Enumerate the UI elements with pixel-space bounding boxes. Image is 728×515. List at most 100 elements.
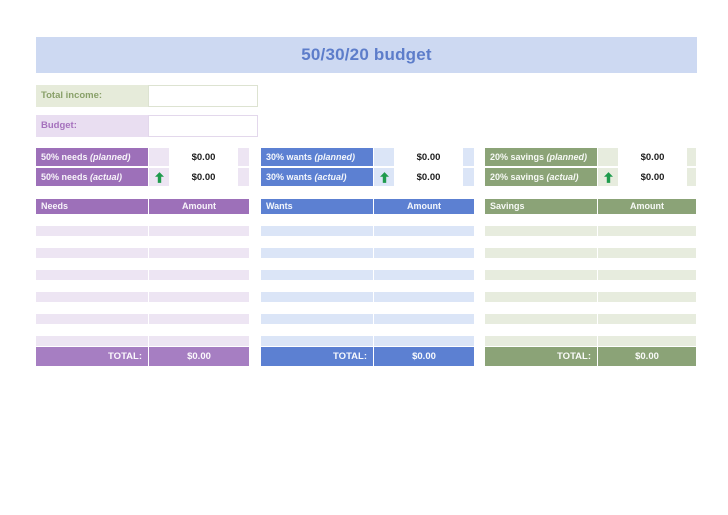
amount-cell[interactable] — [149, 292, 249, 302]
table-row — [261, 270, 474, 280]
wants-summary-pad — [463, 148, 474, 166]
category-cell[interactable] — [261, 237, 373, 247]
savings-summary-pad — [687, 168, 696, 186]
amount-cell[interactable] — [374, 303, 474, 313]
category-cell[interactable] — [485, 270, 597, 280]
amount-cell[interactable] — [149, 237, 249, 247]
table-row — [36, 226, 249, 236]
amount-cell[interactable] — [149, 259, 249, 269]
needs-total-amount: $0.00 — [149, 347, 249, 366]
category-cell[interactable] — [36, 325, 148, 335]
amount-cell[interactable] — [374, 248, 474, 258]
total-income-input[interactable] — [148, 85, 258, 107]
amount-cell[interactable] — [598, 248, 696, 258]
amount-cell[interactable] — [149, 270, 249, 280]
total-income-label: Total income: — [36, 85, 148, 107]
amount-cell[interactable] — [374, 237, 474, 247]
amount-cell[interactable] — [598, 325, 696, 335]
wants-planned-indicator-cell — [374, 148, 394, 166]
table-row — [261, 237, 474, 247]
amount-cell[interactable] — [374, 325, 474, 335]
category-cell[interactable] — [485, 215, 597, 225]
amount-cell[interactable] — [374, 314, 474, 324]
table-row — [261, 248, 474, 258]
amount-cell[interactable] — [598, 281, 696, 291]
category-cell[interactable] — [261, 259, 373, 269]
category-cell[interactable] — [261, 303, 373, 313]
needs-planned-label: 50% needs (planned) — [36, 148, 148, 166]
needs-planned-row: 50% needs (planned) $0.00 — [36, 148, 249, 166]
amount-cell[interactable] — [149, 303, 249, 313]
category-cell[interactable] — [485, 325, 597, 335]
amount-cell[interactable] — [598, 314, 696, 324]
savings-planned-label: 20% savings (planned) — [485, 148, 597, 166]
table-row — [485, 215, 696, 225]
amount-cell[interactable] — [374, 259, 474, 269]
amount-header-cell: Amount — [149, 199, 249, 214]
category-cell[interactable] — [36, 292, 148, 302]
amount-cell[interactable] — [149, 325, 249, 335]
category-cell[interactable] — [485, 336, 597, 346]
category-cell[interactable] — [485, 281, 597, 291]
amount-cell[interactable] — [374, 281, 474, 291]
amount-cell[interactable] — [598, 226, 696, 236]
category-cell[interactable] — [36, 336, 148, 346]
amount-cell[interactable] — [598, 303, 696, 313]
table-row — [485, 325, 696, 335]
category-cell[interactable] — [36, 303, 148, 313]
category-cell[interactable] — [485, 314, 597, 324]
category-cell[interactable] — [36, 281, 148, 291]
amount-cell[interactable] — [149, 248, 249, 258]
wants-section: 30% wants (planned) $0.00 30% wants (act… — [261, 148, 474, 366]
category-cell[interactable] — [261, 325, 373, 335]
category-cell[interactable] — [36, 248, 148, 258]
wants-planned-label: 30% wants (planned) — [261, 148, 373, 166]
amount-cell[interactable] — [598, 336, 696, 346]
category-cell[interactable] — [36, 259, 148, 269]
wants-planned-row: 30% wants (planned) $0.00 — [261, 148, 474, 166]
amount-cell[interactable] — [374, 226, 474, 236]
amount-cell[interactable] — [598, 237, 696, 247]
savings-planned-indicator-cell — [598, 148, 618, 166]
amount-cell[interactable] — [374, 292, 474, 302]
amount-cell[interactable] — [598, 259, 696, 269]
amount-cell[interactable] — [598, 215, 696, 225]
category-cell[interactable] — [485, 259, 597, 269]
total-label: TOTAL: — [36, 347, 148, 366]
category-cell[interactable] — [36, 314, 148, 324]
amount-cell[interactable] — [149, 215, 249, 225]
amount-cell[interactable] — [149, 281, 249, 291]
category-cell[interactable] — [261, 248, 373, 258]
amount-cell[interactable] — [149, 336, 249, 346]
category-cell[interactable] — [485, 226, 597, 236]
amount-cell[interactable] — [149, 314, 249, 324]
category-cell[interactable] — [485, 303, 597, 313]
category-cell[interactable] — [261, 226, 373, 236]
budget-input[interactable] — [148, 115, 258, 137]
category-cell[interactable] — [261, 215, 373, 225]
category-cell[interactable] — [485, 237, 597, 247]
category-cell[interactable] — [261, 314, 373, 324]
category-cell[interactable] — [261, 281, 373, 291]
category-cell[interactable] — [261, 336, 373, 346]
category-cell[interactable] — [36, 237, 148, 247]
category-cell[interactable] — [36, 226, 148, 236]
category-cell[interactable] — [36, 215, 148, 225]
category-cell[interactable] — [36, 270, 148, 280]
amount-cell[interactable] — [374, 270, 474, 280]
amount-cell[interactable] — [374, 336, 474, 346]
category-cell[interactable] — [261, 292, 373, 302]
amount-cell[interactable] — [149, 226, 249, 236]
wants-table-header: Wants Amount — [261, 199, 474, 214]
needs-actual-label: 50% needs (actual) — [36, 168, 148, 186]
table-row — [485, 292, 696, 302]
table-row — [485, 303, 696, 313]
category-cell[interactable] — [485, 292, 597, 302]
amount-cell[interactable] — [598, 292, 696, 302]
table-row — [485, 226, 696, 236]
category-cell[interactable] — [485, 248, 597, 258]
amount-cell[interactable] — [374, 215, 474, 225]
amount-cell[interactable] — [598, 270, 696, 280]
savings-summary-pad — [687, 148, 696, 166]
category-cell[interactable] — [261, 270, 373, 280]
